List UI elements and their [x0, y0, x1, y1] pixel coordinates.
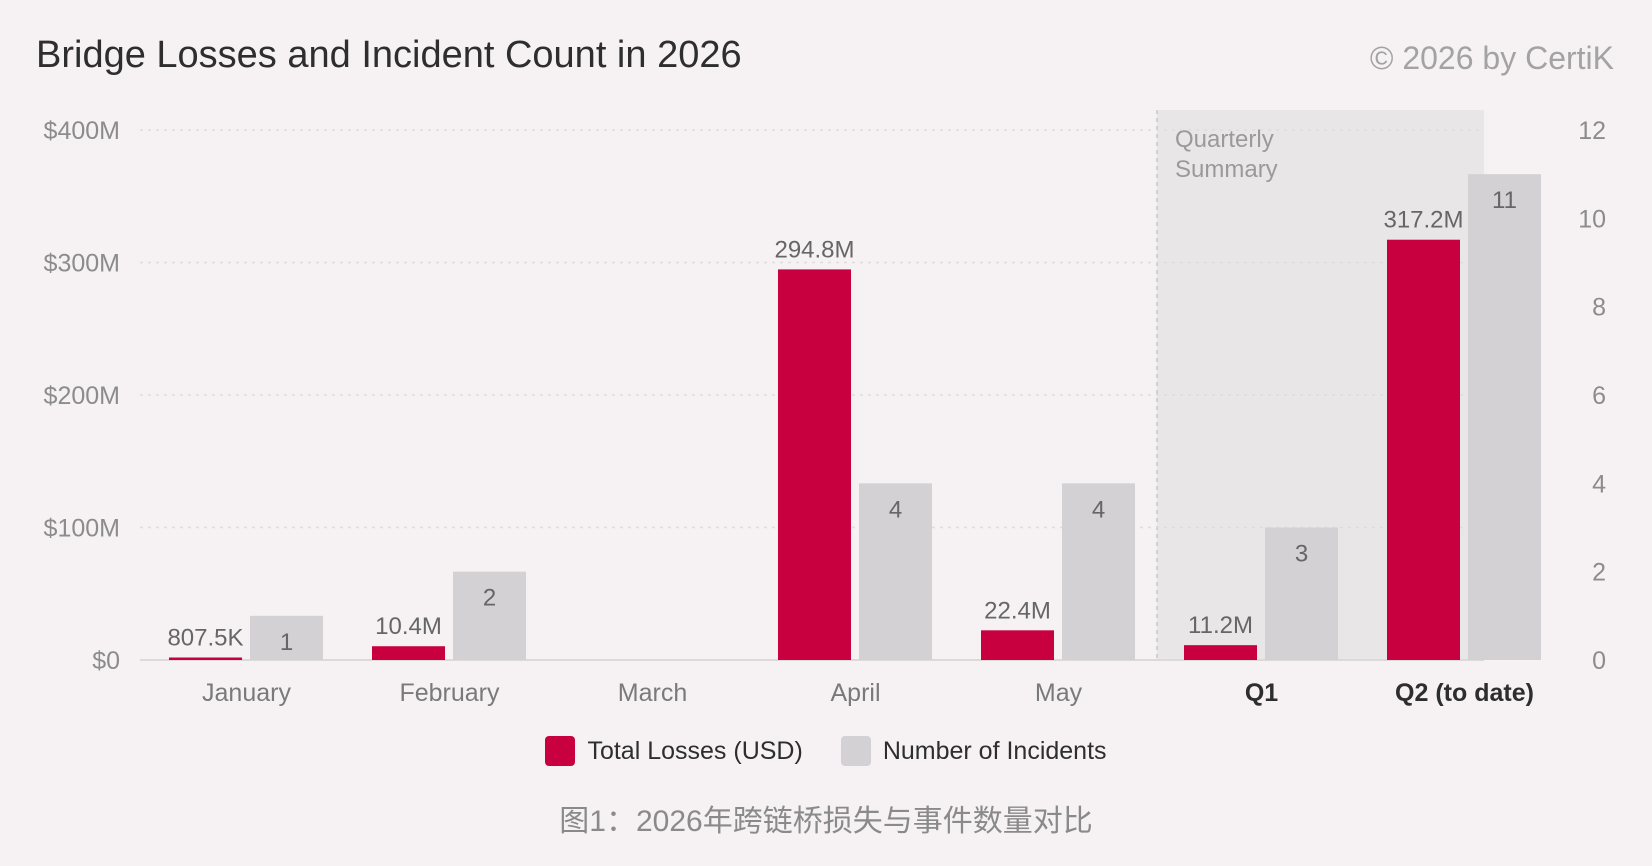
right-axis: 0 2 4 6 8 10 12 [1578, 117, 1606, 675]
data-label-incidents: 4 [1092, 496, 1105, 523]
category-label: May [1035, 679, 1083, 707]
data-label-losses: 807.5K [167, 625, 243, 652]
legend-item-losses: Total Losses (USD) [545, 736, 803, 766]
left-tick-label: $100M [44, 515, 120, 543]
left-tick-label: $300M [44, 250, 120, 278]
right-tick-label: 0 [1592, 647, 1606, 675]
data-label-losses: 22.4M [984, 597, 1051, 624]
left-tick-label: $0 [92, 647, 120, 675]
data-label-incidents: 1 [280, 629, 293, 656]
category-label: April [830, 679, 880, 707]
right-tick-label: 10 [1578, 205, 1606, 233]
figure-caption: 图1：2026年跨链桥损失与事件数量对比 [559, 805, 1093, 838]
bar-incidents [453, 571, 526, 660]
left-tick-label: $200M [44, 382, 120, 410]
summary-region-label: Quarterly [1175, 126, 1274, 153]
legend: Total Losses (USD) Number of Incidents [0, 736, 1652, 766]
data-label-losses: 11.2M [1188, 612, 1253, 639]
bars [169, 174, 1541, 660]
legend-label-losses: Total Losses (USD) [587, 736, 803, 765]
category-label: March [618, 679, 687, 707]
data-label-losses: 10.4M [375, 613, 442, 640]
legend-swatch-losses [545, 736, 576, 766]
data-labels: 807.5K 1 10.4M 2 294.8M 4 22.4M 4 11.2M 3 317.2M 11 [167, 187, 1517, 656]
legend-item-incidents: Number of Incidents [840, 736, 1107, 766]
bar-losses [169, 657, 242, 660]
right-tick-label: 8 [1592, 294, 1606, 322]
data-label-incidents: 2 [483, 585, 496, 612]
data-label-losses: 317.2M [1383, 207, 1463, 234]
left-tick-label: $400M [44, 117, 120, 145]
right-tick-label: 2 [1592, 559, 1606, 587]
bar-losses [778, 269, 851, 660]
data-label-incidents: 11 [1492, 187, 1517, 214]
bar-incidents [1062, 483, 1135, 660]
summary-region-label: Summary [1175, 156, 1278, 183]
bar-losses [1184, 645, 1257, 660]
bar-losses [1387, 239, 1460, 660]
bar-losses [981, 630, 1054, 660]
data-label-incidents: 4 [889, 496, 902, 523]
bar-losses [372, 646, 445, 660]
legend-label-incidents: Number of Incidents [882, 736, 1107, 765]
category-label: February [399, 679, 500, 707]
data-label-incidents: 3 [1295, 541, 1308, 568]
right-tick-label: 6 [1592, 382, 1606, 410]
right-tick-label: 12 [1578, 117, 1606, 145]
bar-incidents [250, 615, 323, 660]
copyright-credit: © 2026 by CertiK [1369, 40, 1614, 76]
chart-title: Bridge Losses and Incident Count in 2026 [36, 34, 742, 76]
category-label: January [202, 679, 291, 707]
bar-incidents [859, 483, 932, 660]
bar-incidents [1468, 174, 1541, 660]
x-axis: January February March April May Q1 Q2 (to dat… [202, 679, 1534, 707]
bar-incidents [1265, 527, 1338, 660]
left-axis: $0 $100M $200M $300M $400M [44, 117, 120, 675]
legend-swatch-incidents [840, 736, 871, 766]
right-tick-label: 4 [1592, 470, 1606, 498]
data-label-losses: 294.8M [774, 236, 854, 263]
category-label: Q2 (to date) [1395, 679, 1534, 707]
category-label: Q1 [1245, 679, 1278, 707]
